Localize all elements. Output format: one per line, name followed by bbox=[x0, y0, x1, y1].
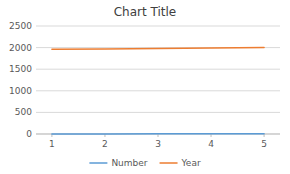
legend-label: Number bbox=[111, 158, 147, 168]
grid-line bbox=[36, 26, 280, 27]
x-tick-label: 1 bbox=[49, 139, 55, 149]
legend-item: Number bbox=[89, 158, 147, 168]
grid-line bbox=[36, 134, 280, 135]
x-tick-label: 5 bbox=[261, 139, 267, 149]
y-grid bbox=[36, 26, 280, 134]
legend-swatch bbox=[160, 162, 178, 164]
series-line bbox=[52, 48, 264, 50]
legend: Number Year bbox=[89, 158, 201, 168]
y-tick-label: 2000 bbox=[9, 43, 32, 53]
x-tick-label: 3 bbox=[155, 139, 161, 149]
title: Chart Title bbox=[114, 5, 177, 19]
chart: Chart Title 0 500 1000 1500 2000 2500 1 2 3 4 5 Numb… bbox=[0, 0, 290, 174]
y-tick-label: 1500 bbox=[9, 64, 32, 74]
x-tick-label: 4 bbox=[208, 139, 214, 149]
legend-label: Year bbox=[181, 158, 201, 168]
series-line bbox=[52, 133, 264, 135]
lines bbox=[52, 48, 264, 134]
y-tick-label: 500 bbox=[15, 107, 32, 117]
y-tick-label: 2500 bbox=[9, 21, 32, 31]
y-tick-label: 0 bbox=[26, 129, 32, 139]
grid-line bbox=[36, 90, 280, 91]
legend-swatch bbox=[89, 162, 107, 164]
legend-item: Year bbox=[160, 158, 201, 168]
grid-line bbox=[36, 69, 280, 70]
grid-line bbox=[36, 112, 280, 113]
x-axis-line bbox=[36, 134, 280, 135]
y-tick-label: 1000 bbox=[9, 86, 32, 96]
x-tick-label: 2 bbox=[102, 139, 108, 149]
